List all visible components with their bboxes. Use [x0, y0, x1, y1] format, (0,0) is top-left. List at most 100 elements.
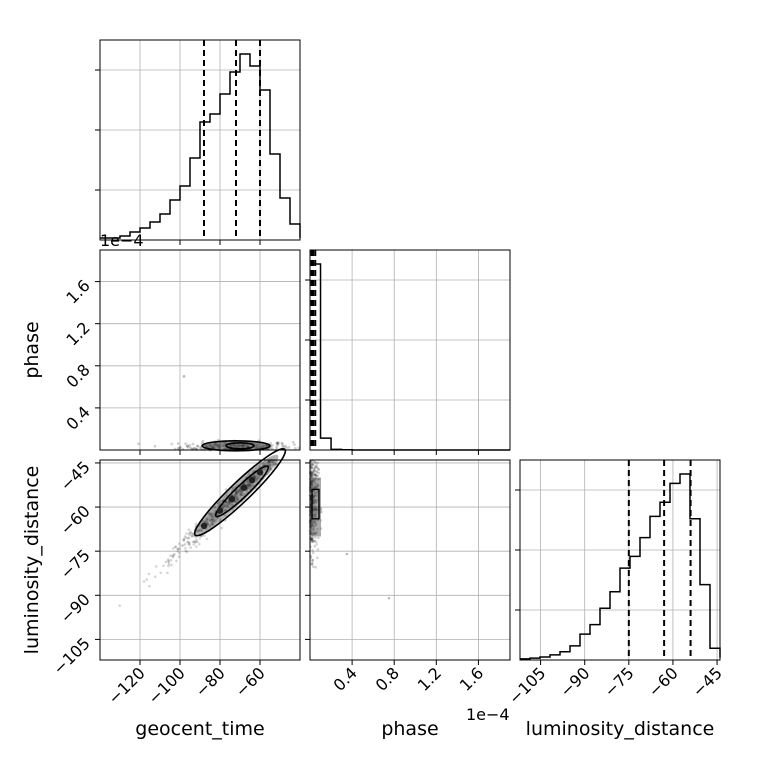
sample-point [209, 513, 213, 516]
sample-point [235, 499, 239, 502]
sample-point [182, 537, 186, 541]
sample-point [182, 375, 186, 378]
sample-point [174, 545, 177, 549]
y-axis-label-luminosity-distance: luminosity_distance [21, 466, 43, 655]
sample-point [313, 466, 317, 469]
sample-point [236, 497, 239, 501]
sample-point [276, 443, 280, 446]
sample-point [315, 474, 319, 478]
sample-point [317, 536, 320, 540]
x-axis-label-luminosity-distance: luminosity_distance [526, 718, 715, 740]
sample-point [234, 491, 238, 495]
sample-point [189, 546, 192, 549]
sample-point [256, 475, 260, 478]
sample-point [287, 446, 291, 449]
y-tick-label: −45 [57, 457, 94, 494]
sample-point [310, 540, 313, 543]
sample-point [239, 488, 242, 491]
sample-point [312, 468, 315, 472]
sample-point [267, 460, 271, 463]
sample-point [170, 563, 173, 567]
density-region [311, 477, 321, 537]
sample-point [268, 464, 272, 467]
sample-point [268, 460, 271, 464]
sample-point [227, 505, 231, 509]
sample-point [231, 487, 235, 490]
sample-point [212, 519, 215, 522]
sample-point [224, 500, 228, 504]
sample-point [310, 470, 314, 474]
sample-point [153, 444, 157, 448]
sample-point [225, 506, 229, 510]
sample-point [186, 537, 190, 540]
sample-point [200, 529, 204, 532]
sample-point [311, 475, 315, 478]
sample-point [225, 506, 229, 510]
x-tick-label: −45 [689, 663, 726, 700]
sample-point [200, 528, 204, 532]
sample-point [184, 442, 188, 446]
sample-point [236, 498, 239, 502]
x-tick-label: −105 [505, 663, 550, 708]
sample-point [218, 500, 221, 504]
sample-point [269, 466, 273, 470]
sample-point [216, 512, 220, 516]
x-axis-label-phase: phase [381, 718, 438, 740]
sample-point [175, 559, 178, 563]
sample-point [269, 463, 273, 467]
sample-point [311, 558, 315, 562]
sample-point [267, 460, 271, 464]
sample-point [245, 482, 248, 486]
sample-point [240, 493, 243, 497]
sample-point [314, 461, 318, 464]
sample-point [238, 489, 241, 492]
sample-point [282, 445, 286, 449]
x-tick-label: −120 [104, 663, 149, 708]
sample-point [315, 465, 318, 469]
sample-point [210, 523, 214, 527]
sample-point [250, 483, 254, 487]
sample-point [224, 504, 228, 508]
sample-point [153, 575, 157, 578]
sample-point [214, 518, 218, 522]
contour [311, 488, 320, 520]
sample-point [253, 474, 256, 477]
sample-point [187, 531, 191, 535]
sample-point [210, 512, 214, 515]
sample-point [246, 484, 250, 488]
sample-point [171, 555, 175, 559]
sample-point [213, 511, 216, 514]
sample-point [253, 475, 256, 478]
sample-point [246, 481, 250, 485]
sample-point [177, 447, 181, 451]
sample-point [118, 604, 122, 608]
sample-point [275, 445, 279, 449]
sample-point [227, 506, 231, 510]
sample-point [254, 466, 258, 470]
sample-point [206, 521, 210, 525]
density-peak [256, 469, 264, 476]
sample-point [154, 565, 158, 568]
sample-point [313, 468, 317, 471]
sample-point [206, 520, 209, 524]
sample-point [248, 484, 252, 487]
sample-point [235, 500, 238, 504]
x-tick-label: −60 [232, 663, 269, 700]
sample-point [281, 444, 285, 448]
sample-point [317, 468, 321, 471]
sample-point [174, 545, 177, 548]
sample-point [237, 490, 240, 494]
sample-point [293, 446, 297, 450]
sample-point [183, 542, 187, 546]
sample-point [261, 462, 264, 466]
sample-point [167, 564, 170, 568]
sample-point [255, 473, 258, 477]
sample-point [205, 520, 208, 524]
sample-point [226, 504, 230, 508]
sample-point [234, 500, 237, 503]
sample-point [317, 467, 320, 471]
sample-point [211, 523, 215, 527]
sample-point [216, 516, 220, 520]
sample-point [216, 502, 220, 506]
sample-point [210, 517, 213, 521]
